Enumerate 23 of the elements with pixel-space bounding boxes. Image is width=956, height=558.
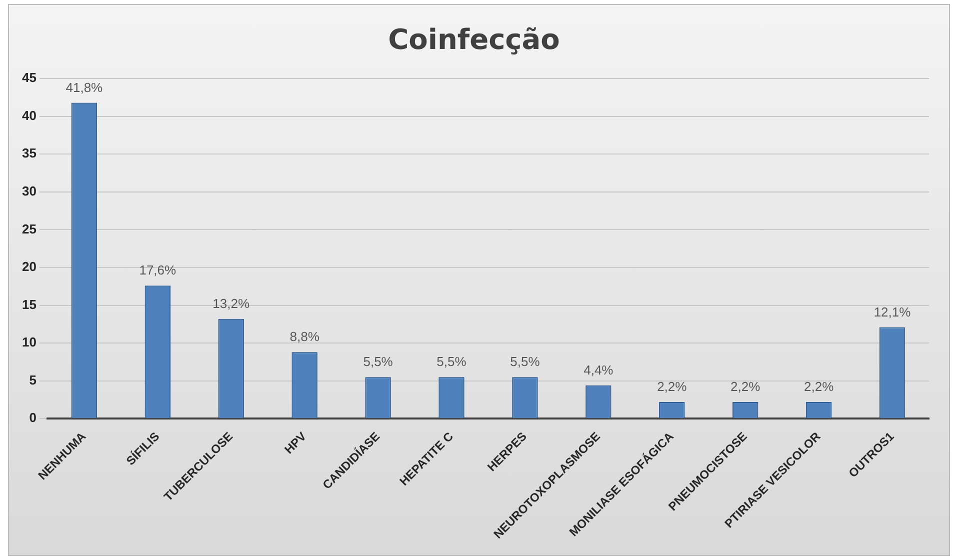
y-tick-label: 15 xyxy=(22,296,36,312)
data-label: 17,6% xyxy=(139,262,177,278)
y-tick-label: 25 xyxy=(22,221,36,236)
data-label: 12,1% xyxy=(874,304,912,320)
data-label: 2,2% xyxy=(730,379,761,394)
y-tick-label: 35 xyxy=(22,146,36,161)
chart-title: Coinfecção xyxy=(388,23,560,56)
data-label: 5,5% xyxy=(510,354,540,370)
data-label: 2,2% xyxy=(804,379,834,394)
data-label: 5,5% xyxy=(363,354,394,370)
y-tick-label: 45 xyxy=(22,70,36,86)
data-label: 41,8% xyxy=(66,80,104,95)
data-label: 13,2% xyxy=(212,296,250,311)
y-tick-label: 30 xyxy=(22,184,36,199)
data-label: 8,8% xyxy=(290,329,320,344)
y-tick-label: 0 xyxy=(29,410,36,426)
data-label: 5,5% xyxy=(436,354,467,370)
y-tick-label: 40 xyxy=(22,108,36,123)
data-label: 4,4% xyxy=(584,362,614,378)
y-tick-label: 20 xyxy=(22,259,36,274)
y-tick-label: 10 xyxy=(22,334,36,350)
y-tick-label: 5 xyxy=(29,372,36,388)
data-label: 2,2% xyxy=(657,379,688,394)
